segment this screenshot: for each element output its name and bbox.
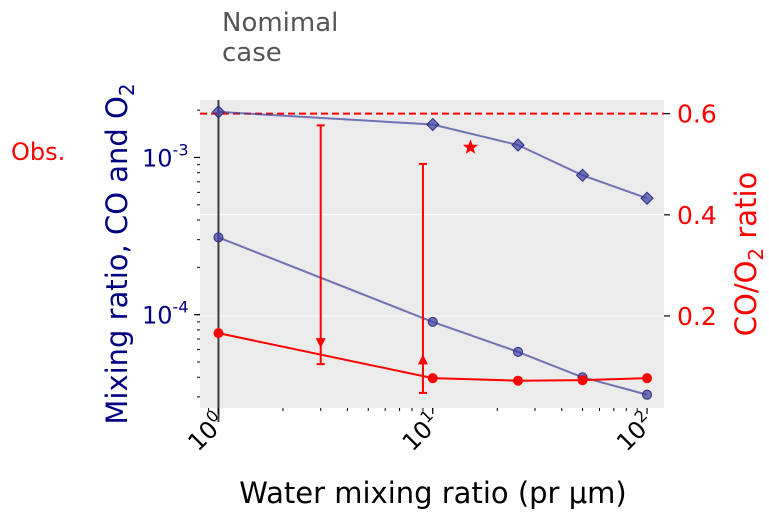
y-right-tick-label-1: 0.4: [677, 201, 717, 230]
data-point-1-4: [642, 389, 653, 400]
data-point-0-1: [426, 117, 440, 132]
star-marker: [462, 139, 479, 154]
right-y-axis: 0.2 0.4 0.6: [664, 100, 717, 331]
x-tick-label-0: 100: [180, 406, 231, 457]
x-axis-label: Water mixing ratio (pr μm): [239, 476, 626, 510]
data-layer: [200, 100, 664, 422]
data-point-1-1: [427, 316, 438, 327]
annotation-line-1: Nomimal: [222, 8, 338, 38]
data-point-0-0: [211, 105, 226, 119]
data-point-0-2: [511, 138, 525, 152]
data-point-0-3: [575, 168, 590, 183]
data-point-1-0: [213, 232, 224, 243]
y-right-tick-label-2: 0.6: [677, 100, 717, 129]
right-y-axis-label: CO/O2 ratio: [729, 172, 768, 337]
data-point-2-4: [642, 373, 653, 384]
x-tick-label-1: 101: [395, 406, 446, 457]
plot-area: [200, 100, 664, 408]
data-point-0-4: [640, 191, 654, 205]
data-point-2-3: [577, 375, 588, 386]
y-left-tick-label-1: 10-3: [142, 140, 189, 172]
error-marker-0: [315, 338, 326, 349]
left-y-axis-label: Mixing ratio, CO and O2: [100, 83, 139, 424]
data-point-2-1: [427, 373, 438, 384]
left-y-axis: 10-4 10-3: [142, 109, 200, 398]
observation-label: Obs.: [11, 138, 65, 166]
data-point-1-2: [513, 346, 524, 357]
y-left-tick-label-0: 10-4: [142, 298, 189, 330]
data-point-2-0: [213, 328, 224, 339]
error-marker-1: [417, 354, 428, 365]
data-point-2-2: [513, 375, 524, 386]
x-tick-label-2: 102: [609, 406, 660, 457]
x-axis: 100 101 102: [180, 406, 660, 457]
annotation-line-2: case: [222, 38, 282, 68]
y-right-tick-label-0: 0.2: [677, 302, 717, 331]
